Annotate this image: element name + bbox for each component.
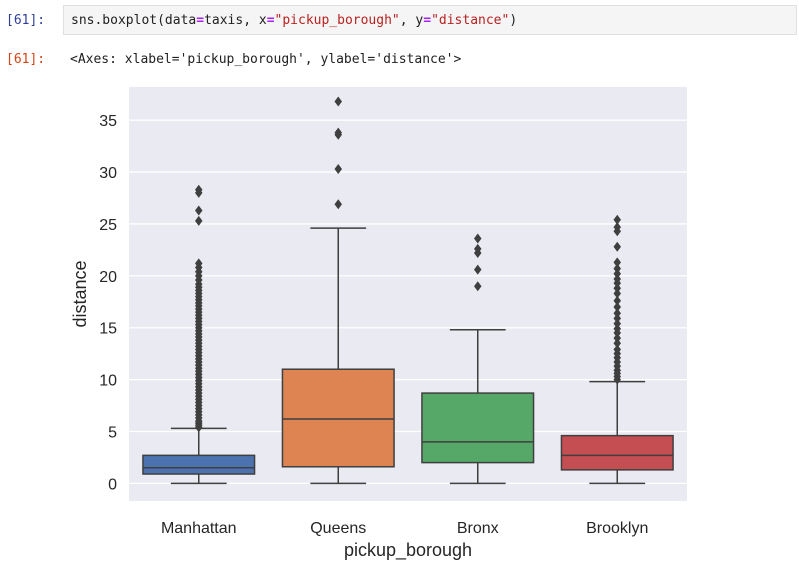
outlier-point: [613, 323, 621, 334]
outlier-point: [613, 318, 621, 329]
outlier-point: [195, 258, 203, 269]
outlier-point: [613, 257, 621, 268]
outlier-point: [474, 281, 482, 292]
box-queens: [281, 368, 395, 468]
boxplot-figure: 0 5 10 15 20 25 30 35 Manhattan Queens Bronx Brookl…: [60, 80, 720, 570]
x-axis-label: pickup_borough: [344, 540, 472, 561]
code-token: sns.boxplot(data: [71, 13, 197, 28]
box-manhattan: [142, 454, 256, 475]
outlier-point: [334, 163, 342, 174]
outlier-point: [474, 243, 482, 254]
code-editor[interactable]: sns.boxplot(data=taxis, x="pickup_boroug…: [63, 5, 797, 35]
box-brooklyn: [560, 434, 674, 471]
y-tick-label: 20: [99, 269, 117, 286]
outlier-point: [334, 127, 342, 138]
code-line[interactable]: sns.boxplot(data=taxis, x="pickup_boroug…: [71, 13, 517, 28]
outlier-point: [613, 283, 621, 294]
code-token: "pickup_borough": [274, 13, 400, 28]
code-token: =: [196, 13, 205, 28]
outlier-point: [334, 199, 342, 210]
x-tick-label: Manhattan: [161, 520, 237, 537]
y-tick-label: 10: [99, 373, 117, 390]
x-tick-label: Queens: [310, 520, 366, 537]
code-token: "distance": [431, 13, 510, 28]
outlier-point: [613, 222, 621, 233]
code-token: , y: [399, 13, 424, 28]
outlier-point: [613, 333, 621, 344]
x-tick-label: Brooklyn: [586, 520, 648, 537]
y-tick-label: 35: [99, 113, 117, 130]
y-tick-label: 5: [108, 424, 117, 441]
code-token: =: [423, 13, 432, 28]
outlier-point: [613, 241, 621, 252]
outlier-point: [613, 214, 621, 225]
output-prompt: [61]:: [6, 52, 46, 67]
outlier-point: [613, 308, 621, 319]
outlier-point: [195, 184, 203, 195]
outlier-point: [613, 301, 621, 312]
x-tick-label: Bronx: [457, 520, 499, 537]
outlier-point: [613, 344, 621, 355]
outlier-point: [613, 313, 621, 324]
outlier-point: [195, 205, 203, 216]
boxplot-chart: 0 5 10 15 20 25 30 35 Manhattan Queens Bronx Brookl…: [70, 87, 687, 561]
code-token: taxis, x: [204, 13, 267, 28]
outlier-point: [195, 215, 203, 226]
y-tick-label: 0: [108, 476, 117, 493]
outlier-point: [474, 264, 482, 275]
input-prompt: [61]:: [6, 13, 46, 28]
y-tick-label: 25: [99, 217, 117, 234]
outlier-point: [613, 295, 621, 306]
outlier-point: [613, 338, 621, 349]
outlier-point: [613, 263, 621, 274]
code-token: =: [266, 13, 275, 28]
y-tick-label: 15: [99, 321, 117, 338]
input-cell[interactable]: [61]: sns.boxplot(data=taxis, x="pickup_…: [0, 0, 799, 40]
y-tick-label: 30: [99, 165, 117, 182]
code-token: ): [509, 13, 518, 28]
outlier-point: [613, 268, 621, 279]
outlier-point: [613, 273, 621, 284]
output-text: <Axes: xlabel='pickup_borough', ylabel='…: [70, 52, 462, 67]
box-bronx: [421, 392, 535, 464]
y-axis-label: distance: [70, 260, 90, 327]
outlier-point: [613, 288, 621, 299]
outlier-point: [474, 233, 482, 244]
outlier-point: [334, 96, 342, 107]
